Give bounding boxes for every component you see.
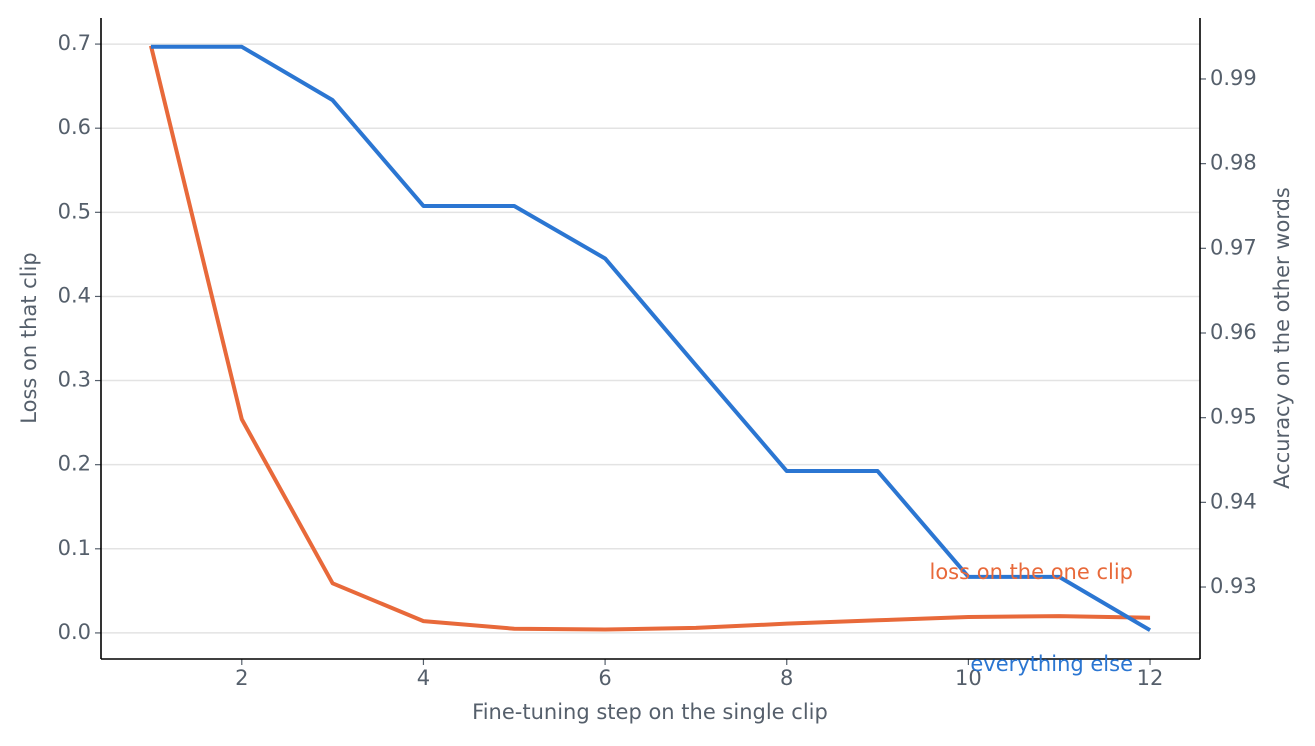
x-tick-label: 6 <box>598 666 611 690</box>
y-tick-label: 0.3 <box>58 368 91 392</box>
y-tick-label: 0.2 <box>58 452 91 476</box>
y-axis-title: Loss on that clip <box>17 252 41 423</box>
y2-tick-label: 0.96 <box>1210 320 1257 344</box>
y-tick-label: 0.5 <box>58 199 91 223</box>
y2-axis-title: Accuracy on the other words <box>1270 187 1294 489</box>
y2-tick-label: 0.98 <box>1210 151 1257 175</box>
series-line <box>149 45 1151 632</box>
series-line <box>150 44 1152 632</box>
series-label: loss on the one clip <box>929 560 1133 584</box>
x-tick-label: 8 <box>780 666 793 690</box>
y2-tick-label: 0.93 <box>1210 574 1257 598</box>
x-tick-label: 4 <box>417 666 430 690</box>
y-tick-label: 0.7 <box>58 31 91 55</box>
x-tick-label: 12 <box>1137 666 1164 690</box>
y-tick-label: 0.4 <box>58 283 91 307</box>
y-tick-label: 0.0 <box>58 620 91 644</box>
series-label: everything else <box>970 652 1133 676</box>
x-tick-label: 10 <box>955 666 982 690</box>
x-axis-title: Fine-tuning step on the single clip <box>472 700 828 724</box>
x-tick-label: 2 <box>235 666 248 690</box>
y-tick-label: 0.1 <box>58 536 91 560</box>
y2-tick-label: 0.94 <box>1210 489 1257 513</box>
y2-tick-label: 0.95 <box>1210 405 1257 429</box>
y-tick-label: 0.6 <box>58 115 91 139</box>
y2-tick-label: 0.97 <box>1210 235 1257 259</box>
y2-tick-label: 0.99 <box>1210 66 1257 90</box>
